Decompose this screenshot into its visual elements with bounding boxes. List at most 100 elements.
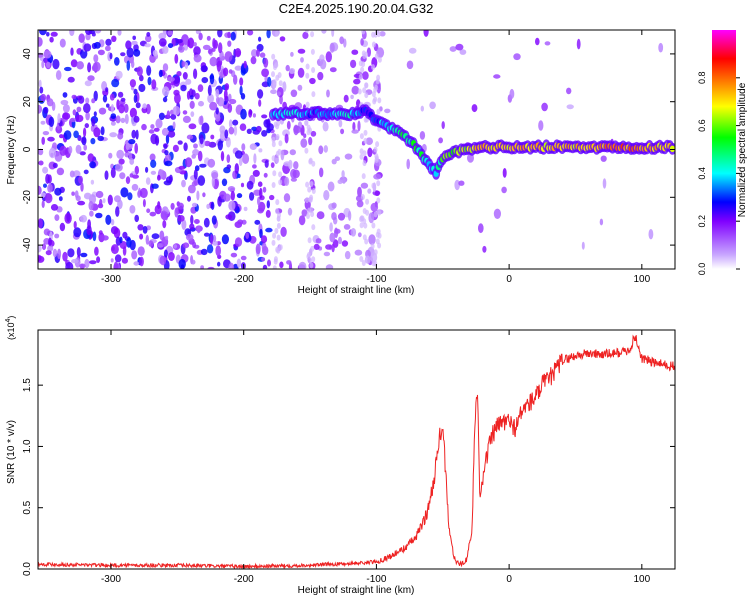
- heatmap-cell: [566, 104, 574, 110]
- colorbar-label: Normalized spectral amplitude: [737, 82, 748, 217]
- heatmap-cell: [254, 219, 261, 225]
- heatmap-cell: [236, 193, 243, 199]
- heatmap-cell: [38, 37, 43, 47]
- heatmap-cell: [239, 77, 244, 86]
- heatmap-cell: [248, 108, 253, 118]
- heatmap-cell: [275, 133, 280, 140]
- heatmap-cell: [110, 104, 114, 113]
- heatmap-cell: [502, 168, 507, 178]
- heatmap-cell: [127, 192, 133, 201]
- heatmap-cell: [357, 120, 361, 132]
- heatmap-cell: [342, 178, 346, 184]
- heatmap-cell: [46, 32, 50, 37]
- heatmap-cell: [230, 31, 236, 41]
- heatmap-cell: [354, 249, 363, 256]
- heatmap-cell: [272, 79, 277, 86]
- heatmap-cell: [252, 113, 256, 118]
- heatmap-cell: [311, 188, 316, 194]
- heatmap-cell: [115, 115, 121, 124]
- heatmap-cell: [162, 96, 168, 103]
- heatmap-cell: [234, 237, 243, 247]
- heatmap-cell: [365, 137, 373, 145]
- heatmap-cell: [197, 175, 206, 186]
- heatmap-cell: [100, 126, 105, 136]
- heatmap-cell: [182, 72, 188, 80]
- heatmap-cell: [251, 126, 258, 131]
- y-tick-label: 0: [22, 146, 33, 152]
- heatmap-cell: [305, 101, 310, 108]
- heatmap-cell: [71, 258, 79, 264]
- heatmap-cell: [648, 229, 654, 240]
- heatmap-cell: [298, 215, 306, 226]
- heatmap-cell: [125, 176, 131, 185]
- heatmap-cell: [183, 142, 188, 152]
- heatmap-cell: [190, 214, 194, 225]
- heatmap-cell: [361, 30, 366, 35]
- heatmap-cell: [359, 216, 364, 223]
- heatmap-cell: [361, 50, 366, 57]
- heatmap-cell: [226, 154, 231, 164]
- heatmap-cell: [310, 130, 317, 137]
- heatmap-cell: [58, 196, 63, 202]
- heatmap-cell: [217, 30, 223, 38]
- heatmap-cell: [255, 125, 262, 133]
- heatmap-cell: [69, 30, 75, 36]
- heatmap-cell: [56, 167, 65, 176]
- heatmap-cell: [63, 130, 72, 140]
- heatmap-cell: [71, 94, 77, 100]
- heatmap-cell: [126, 47, 134, 58]
- heatmap-cell: [142, 226, 148, 234]
- heatmap-cell: [84, 258, 90, 269]
- heatmap-cell: [350, 228, 357, 237]
- heatmap-cell: [219, 50, 224, 62]
- heatmap-cell: [38, 79, 42, 88]
- heatmap-cell: [192, 241, 197, 249]
- heatmap-cell: [209, 56, 218, 67]
- heatmap-cell: [162, 220, 167, 229]
- heatmap-cell: [261, 114, 268, 119]
- heatmap-cell: [319, 167, 324, 178]
- heatmap-cell: [327, 181, 335, 192]
- heatmap-cell: [194, 219, 200, 224]
- heatmap-cell: [197, 84, 204, 92]
- heatmap-cell: [206, 244, 214, 254]
- heatmap-cell: [201, 77, 209, 84]
- heatmap-cell: [146, 32, 151, 37]
- heatmap-cell: [278, 179, 283, 186]
- heatmap-cell: [189, 223, 195, 230]
- heatmap-cell: [149, 211, 157, 217]
- heatmap-cell: [187, 37, 195, 49]
- heatmap-cell: [194, 92, 200, 100]
- heatmap-cell: [221, 234, 229, 245]
- heatmap-cell: [131, 250, 138, 260]
- heatmap-cell: [193, 169, 198, 180]
- heatmap-cell: [110, 113, 117, 119]
- heatmap-cell: [94, 30, 102, 34]
- heatmap-cell: [258, 36, 262, 42]
- heatmap-cell: [126, 60, 131, 71]
- heatmap-cell: [292, 169, 300, 179]
- heatmap-cell: [48, 116, 55, 128]
- heatmap-cell: [83, 127, 87, 138]
- heatmap-cell: [206, 35, 211, 41]
- heatmap-cell: [165, 133, 170, 145]
- heatmap-cell: [40, 192, 47, 198]
- heatmap-cell: [193, 179, 198, 186]
- heatmap-cell: [251, 49, 258, 58]
- heatmap-cell: [240, 108, 247, 120]
- heatmap-cell: [371, 222, 376, 229]
- heatmap-cell: [226, 164, 232, 170]
- heatmap-cell: [259, 228, 263, 239]
- heatmap-cell: [280, 149, 285, 161]
- snr-ticks: -300 -200 -100 0 100 0.0 0.5 1.0 1.5: [22, 330, 675, 585]
- heatmap-cell: [43, 106, 49, 114]
- heatmap-cell: [138, 83, 146, 93]
- spectrogram-xlabel: Height of straight line (km): [298, 285, 415, 296]
- heatmap-cell: [135, 102, 141, 109]
- heatmap-cell: [275, 246, 280, 253]
- heatmap-cell: [114, 254, 122, 263]
- heatmap-cell: [191, 202, 198, 208]
- heatmap-cell: [304, 119, 309, 126]
- heatmap-cell: [269, 194, 275, 201]
